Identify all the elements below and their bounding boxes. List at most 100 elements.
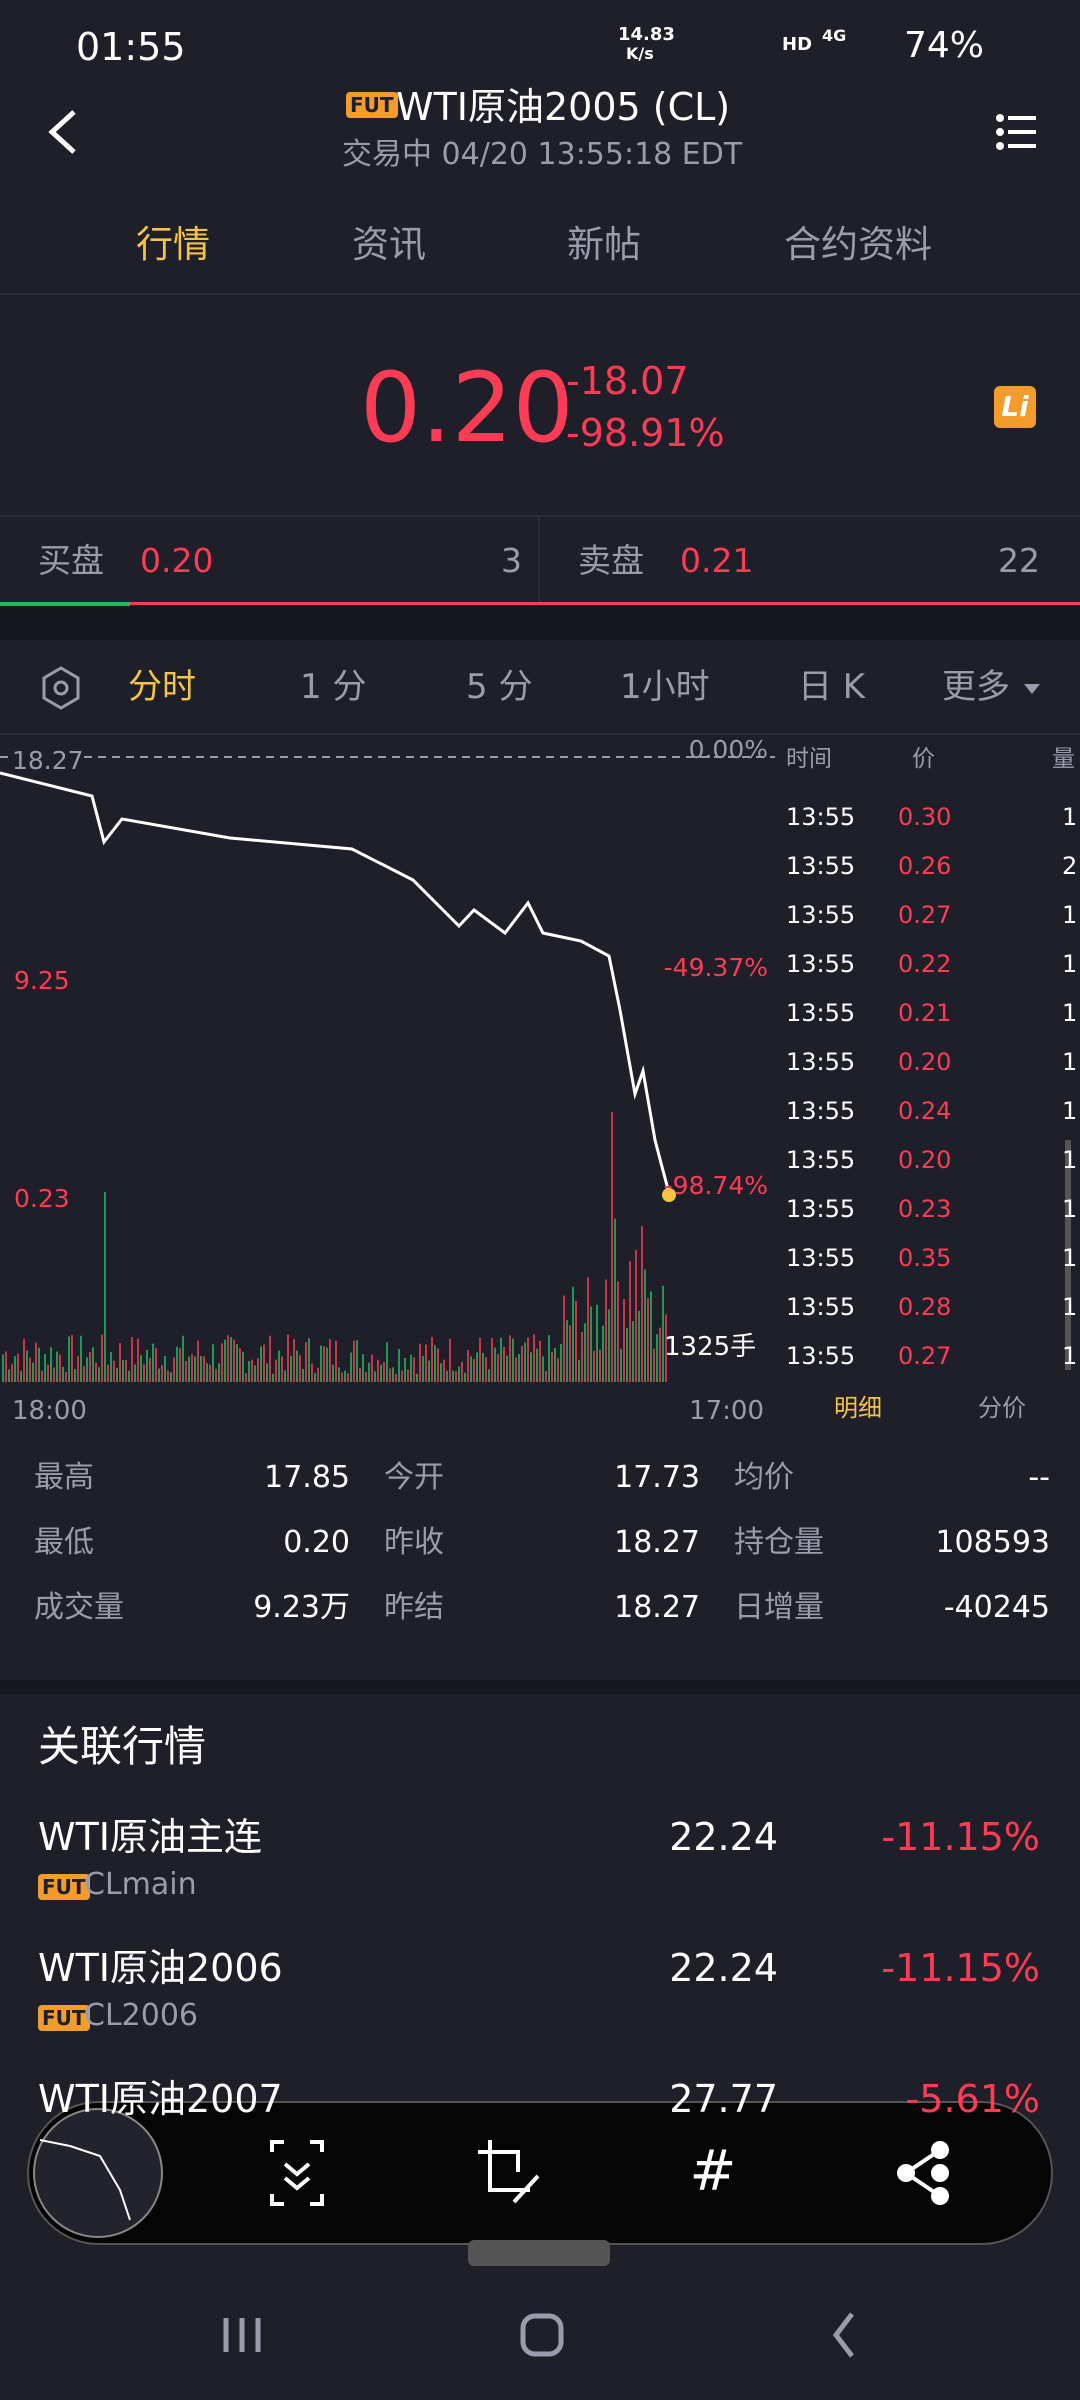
- volume-bar: [236, 1344, 238, 1382]
- volume-bar: [629, 1261, 631, 1382]
- tick-volume: 1: [1062, 1146, 1078, 1174]
- ticks-tab[interactable]: 分价: [978, 1394, 1026, 1422]
- volume-bar: [5, 1351, 7, 1382]
- share-button[interactable]: [897, 2141, 949, 2205]
- related-price: 22.24: [669, 1815, 778, 1859]
- chart-tab[interactable]: 5 分: [466, 667, 533, 707]
- volume-bar: [227, 1335, 229, 1382]
- tab[interactable]: 合约资料: [784, 223, 932, 266]
- tick-time: 13:55: [786, 1293, 856, 1321]
- section-gap: [0, 1680, 1080, 1694]
- volume-bar: [551, 1351, 553, 1382]
- volume-bar: [413, 1357, 415, 1382]
- volume-bar: [344, 1370, 346, 1382]
- volume-bar: [143, 1364, 145, 1382]
- bid-label: 买盘: [38, 541, 104, 580]
- volume-bar: [68, 1336, 70, 1382]
- stat-value: 9.23万: [253, 1590, 350, 1625]
- menu-button[interactable]: [996, 114, 1036, 150]
- chart-tab-active[interactable]: 分时: [128, 667, 196, 707]
- volume-bar: [644, 1269, 646, 1382]
- chart-settings-dot: [53, 680, 69, 696]
- chart-tab[interactable]: 更多: [942, 667, 1010, 707]
- volume-bar: [74, 1369, 76, 1382]
- stat-value: --: [1028, 1460, 1050, 1495]
- page-title: WTI原油2005 (CL): [396, 85, 731, 129]
- volume-bar: [104, 1192, 106, 1382]
- volume-bar: [320, 1345, 322, 1382]
- stat-label: 日增量: [734, 1590, 824, 1625]
- volume-bar: [512, 1338, 514, 1382]
- volume-bar: [425, 1344, 427, 1382]
- status-speed-unit: K/s: [626, 44, 654, 63]
- volume-bar: [8, 1369, 10, 1382]
- volume-bar: [476, 1352, 478, 1382]
- related-code: CL2006: [84, 1998, 199, 2033]
- crop-edit[interactable]: [478, 2140, 540, 2204]
- tab[interactable]: 资讯: [352, 223, 426, 266]
- status-battery: 74%: [904, 25, 985, 66]
- ticks-tab-active[interactable]: 明细: [834, 1394, 882, 1422]
- chart-tab[interactable]: 1小时: [620, 667, 710, 707]
- tick-price: 0.20: [898, 1146, 952, 1174]
- tick-time: 13:55: [786, 1342, 856, 1370]
- volume-bar: [614, 1218, 616, 1382]
- volume-bar: [317, 1367, 319, 1382]
- volume-bar: [206, 1363, 208, 1382]
- chart-settings[interactable]: [42, 666, 80, 710]
- stat-label: 今开: [384, 1460, 444, 1495]
- ask-label: 卖盘: [578, 541, 644, 580]
- related-name[interactable]: WTI原油2007: [38, 2077, 283, 2121]
- tab-active[interactable]: 行情: [136, 223, 210, 266]
- volume-label: 1325手: [664, 1332, 757, 1362]
- volume-bar: [401, 1370, 403, 1382]
- chart-tab[interactable]: 日 K: [798, 667, 866, 707]
- volume-bar: [404, 1357, 406, 1382]
- price-change-pct: -98.91%: [566, 411, 725, 455]
- volume-bar: [407, 1369, 409, 1382]
- volume-bar: [134, 1364, 136, 1382]
- volume-bar: [260, 1346, 262, 1382]
- tick-time: 13:55: [786, 950, 856, 978]
- volume-bar: [488, 1369, 490, 1382]
- tick-price: 0.28: [898, 1293, 952, 1321]
- level-badge[interactable]: Li: [994, 386, 1036, 428]
- volume-bar: [296, 1350, 298, 1382]
- tick-time: 13:55: [786, 803, 856, 831]
- tick-price: 0.27: [898, 901, 952, 929]
- volume-bar: [302, 1368, 304, 1382]
- volume-bar: [569, 1325, 571, 1382]
- ask-price: 0.21: [680, 541, 754, 580]
- volume-bar: [452, 1370, 454, 1382]
- capture-thumbnail[interactable]: [33, 2108, 163, 2238]
- volume-bar: [137, 1338, 139, 1382]
- volume-bar: [212, 1344, 214, 1382]
- scroll-capture[interactable]: [270, 2140, 324, 2206]
- status-speed: 14.83: [618, 24, 675, 45]
- related-name[interactable]: WTI原油2006: [38, 1946, 283, 1990]
- volume-bar: [299, 1355, 301, 1382]
- volume-bar: [323, 1346, 325, 1382]
- stat-label: 昨结: [384, 1590, 444, 1625]
- thumbnail-line: [39, 2139, 131, 2221]
- volume-bar: [314, 1373, 316, 1382]
- tab[interactable]: 新帖: [567, 223, 641, 266]
- ticks-header: 价: [912, 746, 935, 772]
- back-button[interactable]: [48, 110, 76, 154]
- volume-bar: [638, 1310, 640, 1382]
- volume-bar: [395, 1373, 397, 1382]
- related-name[interactable]: WTI原油主连: [38, 1815, 262, 1859]
- volume-bar: [368, 1362, 370, 1382]
- chart-tab[interactable]: 1 分: [300, 667, 367, 707]
- volume-bar: [398, 1349, 400, 1382]
- volume-bar: [113, 1360, 115, 1382]
- volume-bar: [392, 1367, 394, 1382]
- volume-bar: [215, 1368, 217, 1382]
- hashtag-icon[interactable]: #: [690, 2139, 737, 2204]
- tick-time: 13:55: [786, 901, 856, 929]
- volume-bar: [158, 1368, 160, 1382]
- volume-bar: [356, 1340, 358, 1382]
- volume-bar: [611, 1112, 613, 1382]
- volume-bar: [536, 1348, 538, 1382]
- section-title: 关联行情: [38, 1722, 207, 1771]
